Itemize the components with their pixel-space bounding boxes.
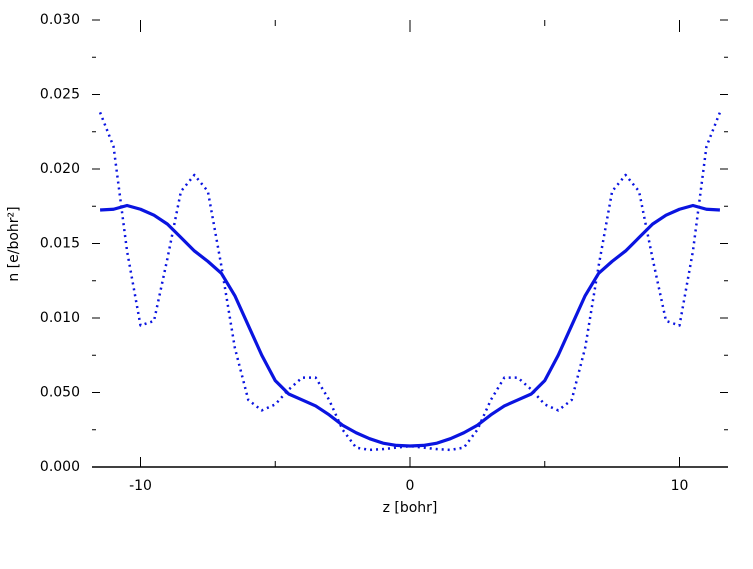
data-line xyxy=(99,203,721,448)
y-tick-label: 0.025 xyxy=(40,87,80,103)
x-tick-label: 0 xyxy=(406,478,415,494)
x-axis-label: z [bohr] xyxy=(383,500,438,516)
y-axis-label: n [e/bohr²] xyxy=(6,206,22,281)
y-tick-label: 0.050 xyxy=(40,385,80,401)
y-tick-label: 0.000 xyxy=(40,459,80,475)
y-tick-label: 0.010 xyxy=(40,310,80,326)
x-tick-label: 10 xyxy=(671,478,689,494)
y-tick-label: 0.020 xyxy=(40,161,80,177)
y-tick-label: 0.015 xyxy=(40,236,80,252)
y-tick-label: 0.030 xyxy=(40,12,80,28)
data-line xyxy=(98,111,722,452)
x-tick-label: -10 xyxy=(129,478,152,494)
